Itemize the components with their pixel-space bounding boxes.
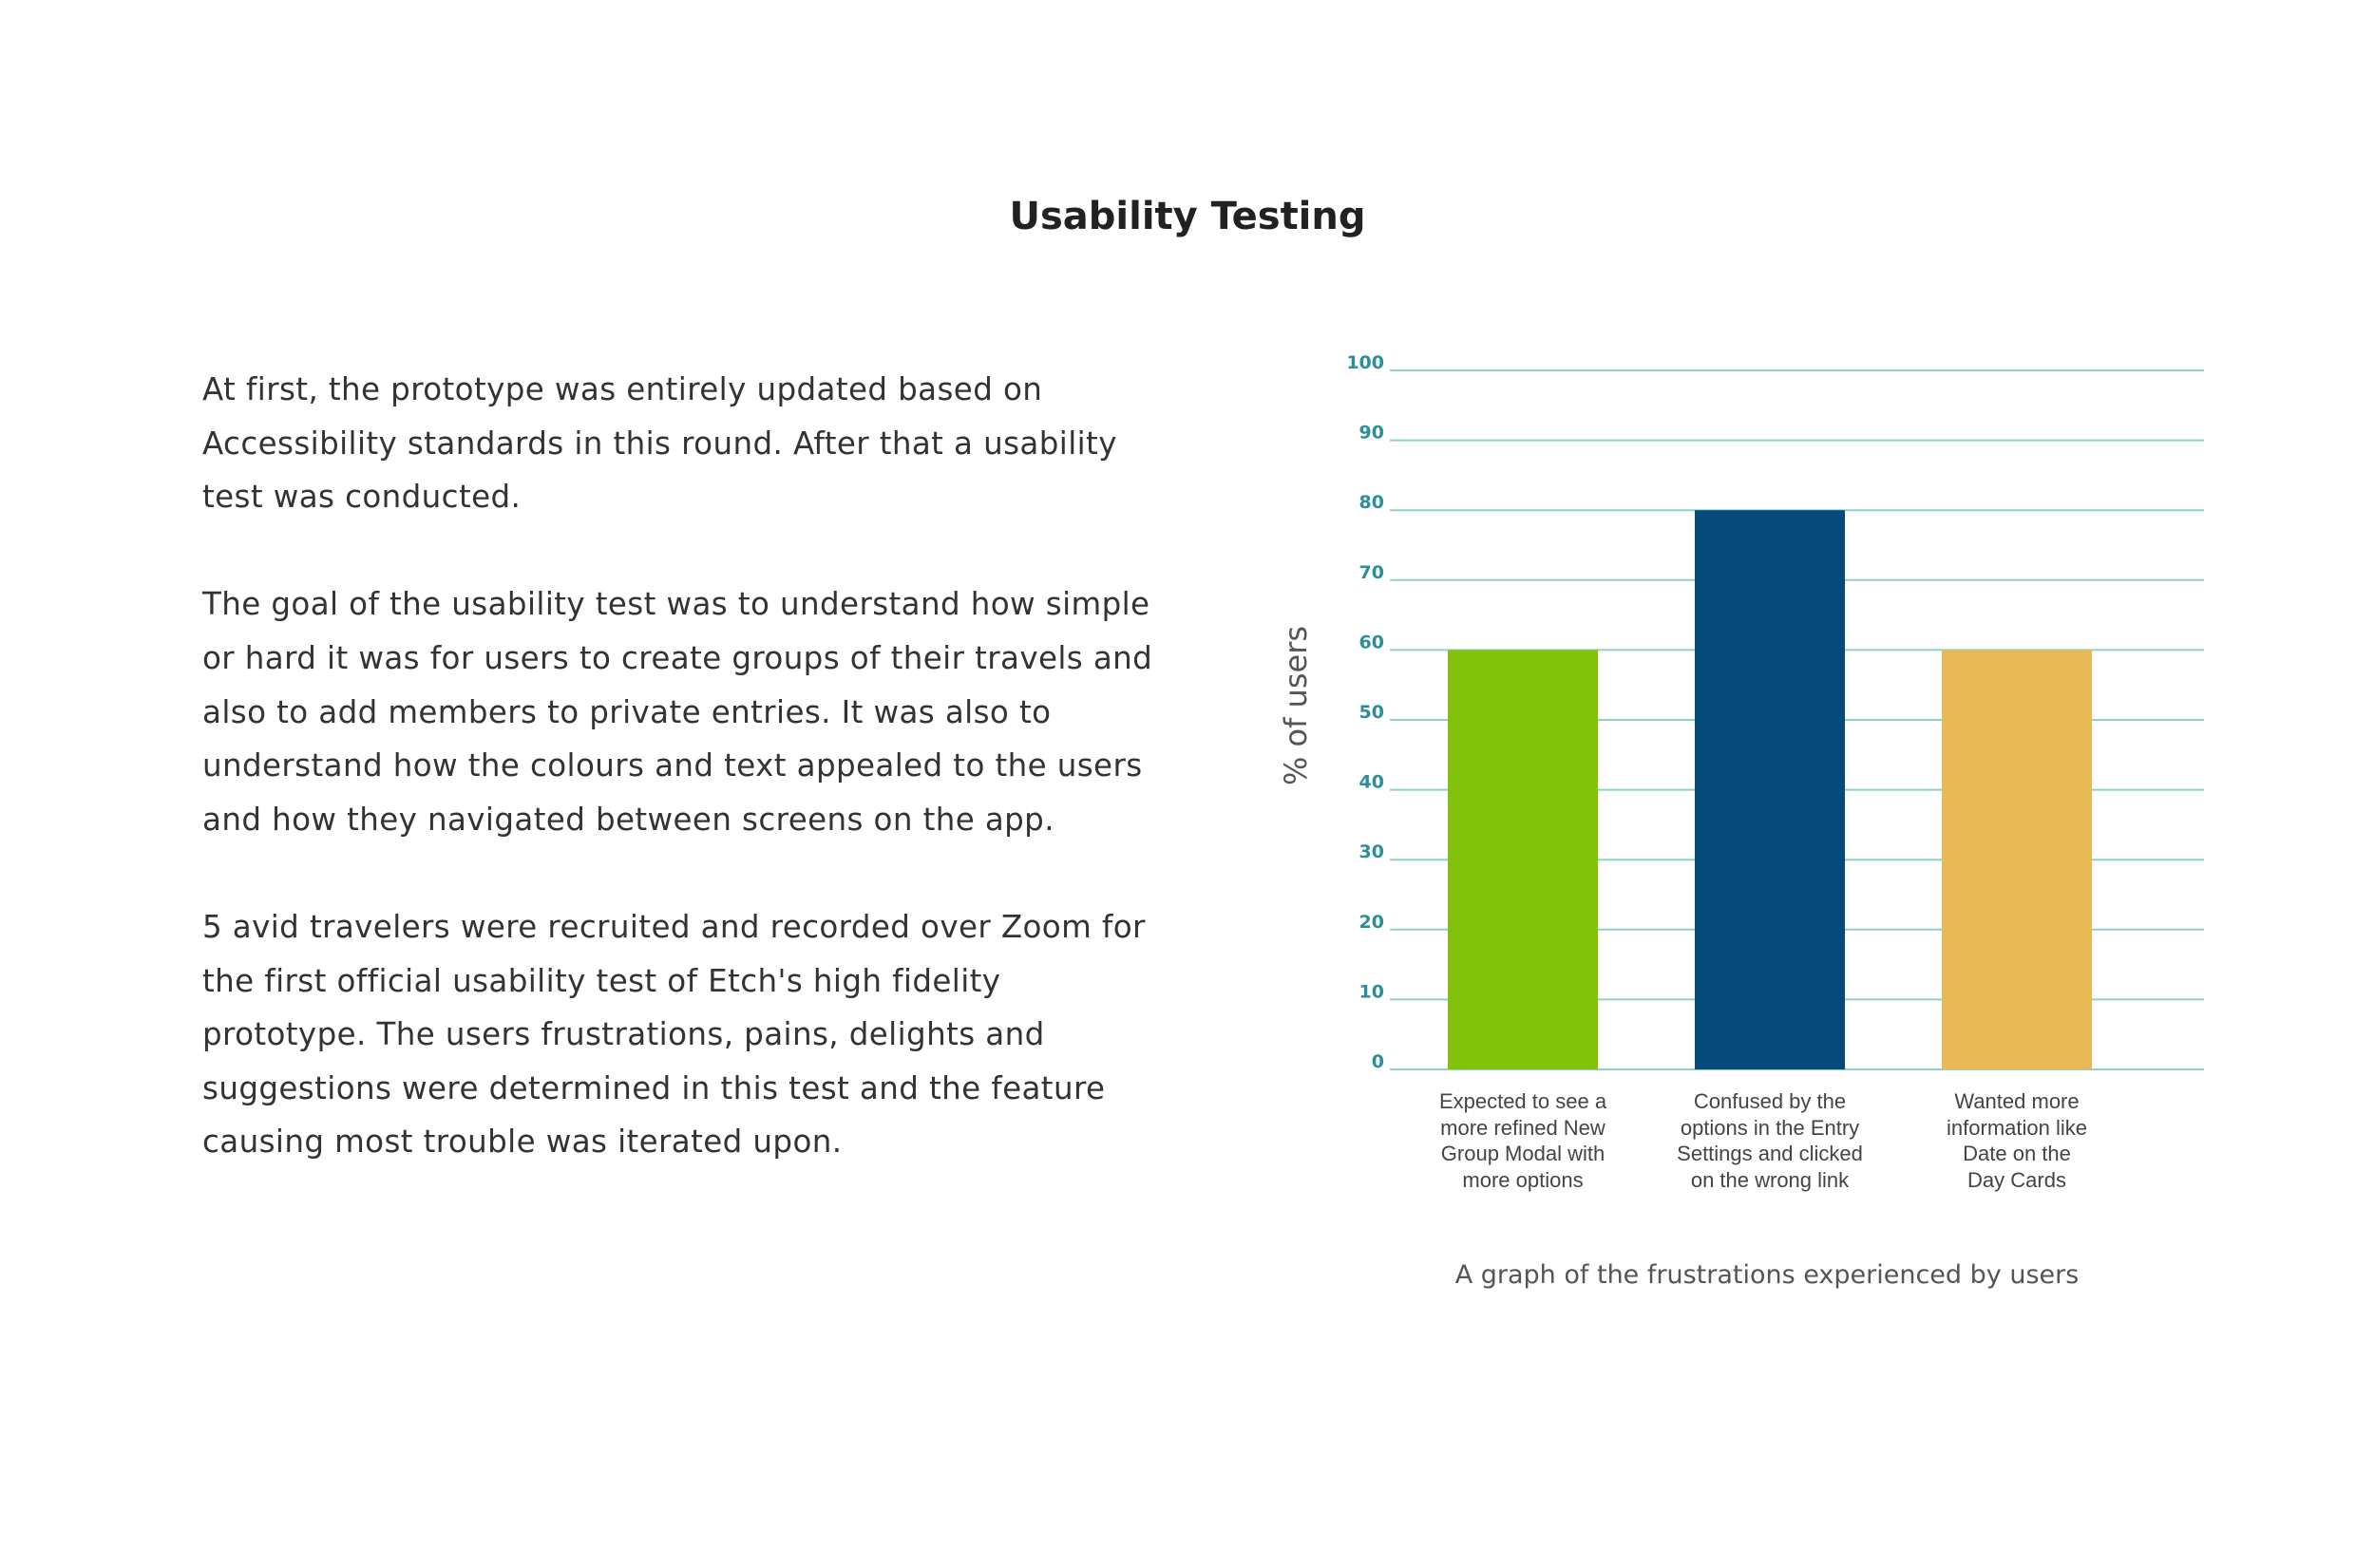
recruitment-paragraph: 5 avid travelers were recruited and reco…	[202, 908, 1146, 1161]
y-tick-label: 10	[1359, 981, 1384, 1002]
y-tick-label: 40	[1359, 772, 1384, 793]
y-tick-label: 0	[1372, 1051, 1384, 1072]
x-category-label-line: Confused by the	[1693, 1089, 1847, 1113]
y-tick-label: 100	[1346, 352, 1384, 373]
x-category-label-line: on the wrong link	[1690, 1167, 1850, 1192]
x-category-label-line: Wanted more	[1954, 1089, 2080, 1113]
x-category-label-line: Settings and clicked	[1677, 1142, 1863, 1165]
x-category-label: Confused by the options in the Entry Setti…	[1665, 1088, 1874, 1193]
x-category-label-line: Date on the	[1963, 1142, 2071, 1165]
x-category-label-line: more options	[1462, 1167, 1584, 1192]
y-tick-label: 70	[1359, 562, 1384, 583]
intro-paragraph: At first, the prototype was entirely upd…	[202, 371, 1117, 516]
bar-2	[1695, 510, 1845, 1069]
bar-chart-svg: 0 10 20 30 40 50 60 70 80 90 100 % of users	[1278, 352, 2204, 1072]
x-category-label: Expected to see a more refined New Group M…	[1418, 1088, 1627, 1193]
y-axis-label: % of users	[1278, 626, 1314, 785]
y-tick-label: 90	[1359, 423, 1384, 444]
y-tick-label: 50	[1359, 702, 1384, 723]
bar-chart: 0 10 20 30 40 50 60 70 80 90 100 % of users Expecte…	[1264, 342, 2223, 1330]
page-title: Usability Testing	[1009, 195, 1366, 238]
x-category-label-line: Day Cards	[1967, 1167, 2066, 1192]
y-tick-label: 80	[1359, 492, 1384, 513]
bar-1	[1448, 650, 1598, 1069]
x-category-label: Wanted more information like Date on the Da…	[1912, 1088, 2121, 1193]
y-tick-label: 30	[1359, 841, 1384, 862]
bar-3	[1942, 650, 2092, 1069]
goal-paragraph: The goal of the usability test was to un…	[202, 586, 1153, 838]
x-category-label-line: more refined New	[1440, 1115, 1606, 1140]
chart-caption: A graph of the frustrations experienced …	[1454, 1260, 2080, 1290]
x-category-label-line: Expected to see a	[1438, 1089, 1607, 1113]
x-category-label-line: Group Modal with	[1440, 1142, 1606, 1165]
y-tick-label: 20	[1359, 912, 1384, 933]
x-category-label-line: options in the Entry	[1680, 1115, 1860, 1140]
body-text: At first, the prototype was entirely upd…	[202, 363, 1171, 1223]
x-category-label-line: information like	[1947, 1115, 2087, 1140]
y-tick-label: 60	[1359, 632, 1384, 652]
